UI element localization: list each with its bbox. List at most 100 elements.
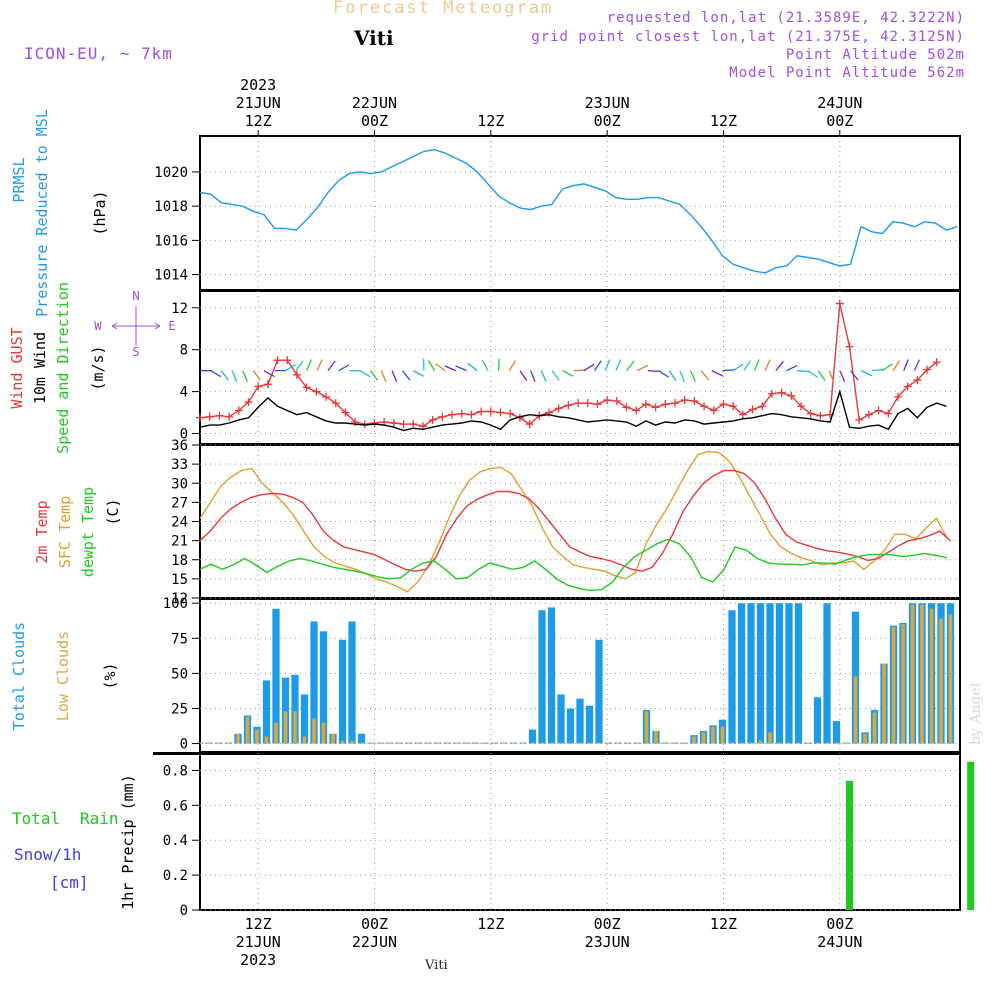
gust-marker: [593, 400, 602, 409]
gust-marker: [661, 400, 670, 409]
compass-n: N: [132, 289, 139, 303]
y-tick-label: 0: [180, 903, 188, 919]
low-cloud-bar: [388, 742, 392, 744]
low-cloud-bar: [644, 711, 649, 744]
wind-direction-arrow: [636, 364, 649, 372]
low-cloud-bar: [872, 712, 877, 744]
pressure-label-long: Pressure Reduced to MSL: [33, 109, 51, 317]
compass-s: S: [132, 345, 139, 359]
low-cloud-bar: [891, 627, 896, 744]
wind-direction-arrow: [860, 370, 873, 377]
gust-marker: [263, 380, 272, 389]
low-cloud-bar: [359, 742, 364, 744]
wind-direction-arrow: [626, 360, 635, 372]
wind-direction-arrow: [295, 360, 304, 372]
top-time-label: 00Z: [361, 112, 388, 130]
y-tick-label: 4: [180, 385, 188, 401]
low-cloud-bar: [920, 604, 924, 744]
dewpt-temp-line: [199, 538, 948, 592]
low-cloud-bar: [416, 742, 421, 744]
top-time-label: 2023: [240, 76, 276, 94]
wind-direction-arrow: [338, 364, 350, 372]
gust-marker: [923, 365, 932, 374]
wind-direction-arrow: [839, 370, 846, 382]
total-cloud-bar: [766, 603, 774, 744]
bottom-time-label: 2023: [240, 951, 276, 969]
low-cloud-bar: [606, 742, 611, 744]
gust-marker: [564, 401, 573, 410]
wind-direction-arrow: [220, 370, 229, 381]
chart-title: Forecast Meteogram: [333, 0, 554, 18]
gust-marker: [845, 342, 854, 351]
wind-direction-arrow: [252, 370, 261, 381]
wind-direction-arrow: [263, 370, 275, 378]
requested-coords: requested lon,lat (21.3589E, 42.3222N): [606, 10, 965, 26]
wind-direction-arrow: [700, 370, 710, 381]
y-tick-label: 36: [171, 438, 188, 454]
total-cloud-bar: [300, 694, 309, 744]
low-cloud-bar: [226, 742, 231, 744]
gust-marker: [932, 358, 941, 367]
low-cloud-bar: [758, 740, 763, 744]
gust-marker: [864, 410, 873, 419]
gust-marker: [467, 410, 476, 419]
low-cloud-bar: [331, 733, 335, 744]
wind-direction-arrow: [764, 359, 771, 371]
grid-lines: [200, 136, 960, 911]
y-tick-label: 12: [171, 591, 188, 607]
wind-direction-arrow: [594, 360, 602, 372]
low-cloud-bar: [549, 742, 554, 744]
low-cloud-bar: [245, 716, 250, 744]
low-cloud-bar: [312, 718, 316, 744]
footer-station: Viti: [425, 958, 448, 973]
low-cloud-bar: [483, 742, 487, 744]
gust-marker: [835, 299, 844, 308]
wind-direction-arrow: [316, 359, 323, 371]
total-cloud-bar: [728, 610, 736, 744]
gust-marker: [302, 383, 311, 392]
low-cloud-bar: [768, 732, 772, 744]
total-cloud-bar: [813, 697, 822, 744]
temp-unit: (C): [104, 498, 122, 525]
wind-direction-arrow: [658, 370, 669, 378]
y-tick-label: 0.2: [163, 868, 188, 884]
total-cloud-bar: [538, 610, 546, 744]
gust-marker: [680, 395, 689, 404]
y-tick-label: 12: [171, 301, 188, 317]
gust-marker: [777, 388, 786, 397]
low-cloud-bar: [597, 742, 601, 744]
wind-direction-arrow: [604, 359, 611, 371]
wind-direction-arrow: [540, 370, 547, 382]
gust-marker: [806, 409, 815, 418]
precip-divider: [153, 752, 960, 755]
gust-marker: [428, 415, 437, 424]
total-cloud-bar: [357, 733, 366, 744]
wind-direction-arrow: [732, 363, 744, 372]
low-cloud-bar: [435, 742, 440, 744]
gust-marker: [913, 376, 922, 385]
wind-direction-arrow: [370, 370, 379, 381]
wind-direction-arrow: [508, 360, 517, 371]
temp-sfc-label: SFC Temp: [56, 496, 74, 568]
gust-marker: [641, 400, 650, 409]
wind-direction-arrow: [467, 362, 478, 372]
gust-marker: [322, 392, 331, 401]
wind-direction-arrow: [615, 359, 622, 371]
top-time-label: 12Z: [710, 112, 737, 130]
gust-marker: [215, 411, 224, 420]
wind-speed-direction-label: Speed and Direction: [54, 282, 72, 454]
y-tick-label: 8: [180, 343, 188, 359]
low-cloud-bar: [397, 742, 402, 744]
low-cloud-bar: [340, 740, 345, 744]
gust-marker: [234, 406, 243, 415]
gust-marker: [855, 415, 864, 424]
wind-direction-arrow: [583, 363, 595, 372]
total-rain-label-a: Total: [12, 809, 60, 828]
low-cloud-bar: [863, 733, 867, 744]
total-cloud-bar: [737, 603, 746, 744]
bottom-time-label: 12Z: [477, 915, 504, 933]
gust-marker: [244, 398, 253, 407]
gust-marker: [477, 407, 486, 416]
low-cloud-bar: [492, 742, 497, 744]
wind-direction-arrow: [913, 359, 920, 371]
